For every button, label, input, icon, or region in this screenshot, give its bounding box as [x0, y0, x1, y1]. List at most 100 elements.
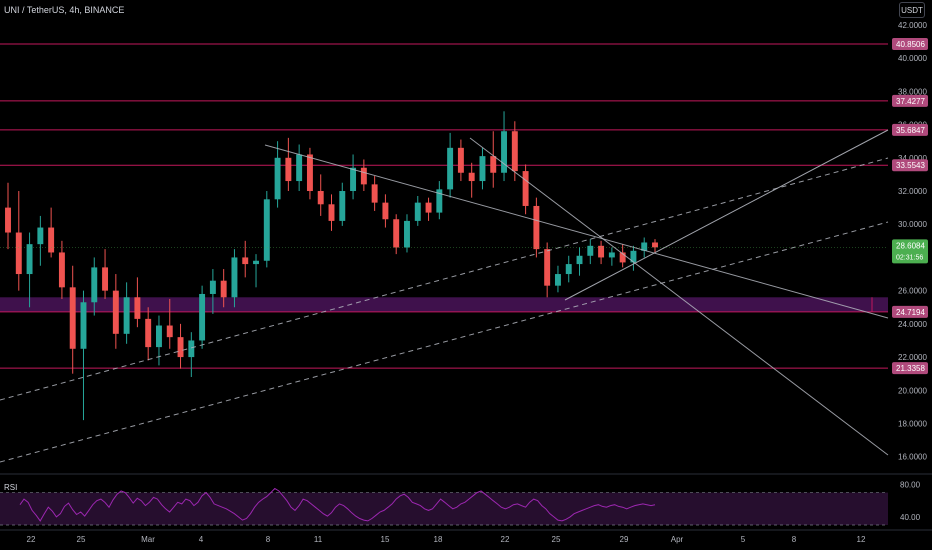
currency-button[interactable]: USDT: [899, 2, 925, 18]
candle: [565, 264, 572, 275]
x-tick-label: 11: [314, 535, 323, 544]
candle: [447, 147, 454, 190]
candle: [328, 204, 335, 221]
x-tick-label: 22: [27, 535, 36, 544]
candle: [263, 199, 270, 261]
x-tick-label: 29: [620, 535, 629, 544]
candle: [188, 340, 195, 358]
candle: [468, 172, 475, 182]
candle: [296, 154, 303, 182]
x-tick-label: 15: [381, 535, 390, 544]
x-tick-label: 18: [434, 535, 443, 544]
candle: [156, 325, 162, 348]
candle: [619, 252, 626, 263]
last-price-countdown: 02:31:56: [896, 254, 923, 261]
candle: [134, 297, 141, 319]
trend-line-descending: [264, 144, 889, 319]
trend-line-rising: [564, 129, 889, 301]
support-zone: [0, 297, 888, 312]
x-tick-label: 25: [552, 535, 561, 544]
y-tick-label: 26.0000: [898, 287, 927, 296]
candle: [112, 290, 119, 334]
candle: [479, 156, 486, 182]
trend-line-steep: [469, 137, 889, 456]
candle: [576, 255, 583, 265]
level-badge-label: 37.4277: [896, 97, 925, 106]
rsi-band: [0, 492, 888, 525]
channel-lower-dashed: [0, 221, 889, 463]
candle: [285, 157, 292, 182]
candle: [91, 267, 98, 303]
level-badge-label: 33.5543: [896, 161, 925, 170]
candle: [145, 318, 152, 348]
candle: [253, 260, 259, 265]
candle: [608, 252, 615, 258]
level-badge-label: 24.7194: [896, 308, 925, 317]
candle: [598, 245, 605, 258]
x-tick-label: 5: [741, 535, 746, 544]
candle: [404, 220, 410, 248]
candle: [274, 157, 281, 200]
candle: [339, 191, 346, 221]
candle: [37, 227, 44, 245]
x-tick-label: 8: [792, 535, 797, 544]
candle: [26, 244, 33, 275]
channel-upper-dashed: [0, 157, 889, 401]
level-badge-label: 21.3358: [896, 364, 925, 373]
candle: [630, 250, 637, 263]
y-tick-label: 24.0000: [898, 320, 927, 329]
candle: [58, 252, 65, 288]
level-badge-label: 35.6847: [896, 126, 925, 135]
candle: [554, 274, 561, 286]
candle: [414, 202, 421, 221]
y-tick-label: 20.0000: [898, 386, 927, 395]
candle: [48, 227, 55, 253]
x-tick-label: Apr: [671, 535, 684, 544]
x-tick-label: 25: [77, 535, 86, 544]
level-badge: [892, 94, 928, 107]
candle: [166, 325, 173, 338]
x-tick-label: 12: [857, 535, 866, 544]
rsi-tick-label: 40.00: [900, 513, 921, 522]
candle: [382, 202, 389, 220]
level-badge: [892, 159, 928, 172]
candle: [317, 191, 324, 205]
candle: [231, 257, 238, 298]
candle: [177, 337, 184, 358]
candle: [436, 189, 443, 213]
y-tick-label: 38.0000: [898, 87, 927, 96]
candle: [123, 297, 130, 334]
x-tick-label: 22: [501, 535, 510, 544]
candle: [371, 184, 378, 203]
y-tick-label: 16.0000: [898, 453, 927, 462]
y-tick-label: 34.0000: [898, 154, 927, 163]
candle: [220, 280, 227, 298]
rsi-tick-label: 80.00: [900, 480, 921, 489]
x-tick-label: 8: [266, 535, 271, 544]
y-tick-label: 40.0000: [898, 54, 927, 63]
candle: [457, 147, 464, 173]
candle: [511, 131, 518, 172]
candle: [306, 154, 313, 192]
candle: [69, 287, 76, 349]
y-tick-label: 42.0000: [898, 21, 927, 30]
candle: [587, 245, 594, 256]
candle: [80, 302, 87, 349]
candle: [15, 232, 22, 275]
candle: [102, 267, 109, 291]
candle: [360, 167, 367, 185]
candle: [522, 171, 529, 206]
level-badge-label: 40.8506: [896, 40, 925, 49]
candle: [5, 207, 11, 233]
candle: [533, 205, 540, 250]
y-tick-label: 22.0000: [898, 353, 927, 362]
candle: [501, 131, 507, 173]
chart-title: UNI / TetherUS, 4h, BINANCE: [4, 5, 125, 15]
candle: [209, 280, 216, 294]
candle: [393, 219, 400, 248]
last-price-badge: [892, 239, 928, 264]
last-price-value: 28.6084: [896, 241, 925, 250]
level-badge: [892, 38, 928, 51]
